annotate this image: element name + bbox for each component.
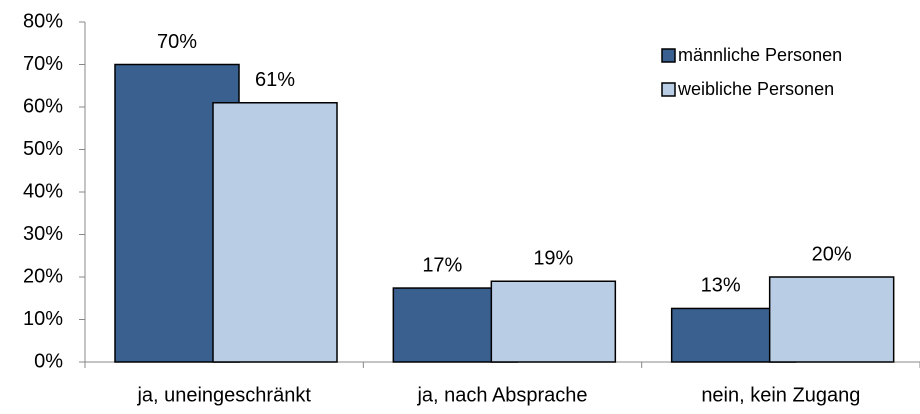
- y-tick-label: 20%: [23, 265, 63, 287]
- legend-swatch: [661, 48, 676, 63]
- y-tick-label: 80%: [23, 10, 63, 32]
- bar: [212, 102, 338, 363]
- data-label: 70%: [157, 31, 197, 53]
- y-tick-label: 50%: [23, 138, 63, 160]
- x-tick-label: nein, kein Zugang: [701, 384, 860, 406]
- legend-label: männliche Personen: [678, 45, 842, 65]
- y-tick-label: 60%: [23, 95, 63, 117]
- bar: [490, 280, 617, 363]
- y-tick-label: 0%: [34, 350, 63, 372]
- y-tick-label: 70%: [23, 53, 63, 75]
- data-label: 61%: [255, 69, 295, 91]
- data-label: 17%: [422, 254, 462, 276]
- bar: [768, 276, 895, 363]
- data-label: 13%: [701, 275, 741, 297]
- legend-swatch: [661, 82, 676, 97]
- x-tick-label: ja, uneingeschränkt: [136, 384, 311, 406]
- y-tick-label: 40%: [23, 180, 63, 202]
- data-label: 19%: [533, 248, 573, 270]
- legend-label: weibliche Personen: [677, 79, 834, 99]
- y-tick-label: 30%: [23, 223, 63, 245]
- y-tick-label: 10%: [23, 308, 63, 330]
- data-label: 20%: [812, 243, 852, 265]
- x-tick-label: ja, nach Absprache: [416, 384, 587, 406]
